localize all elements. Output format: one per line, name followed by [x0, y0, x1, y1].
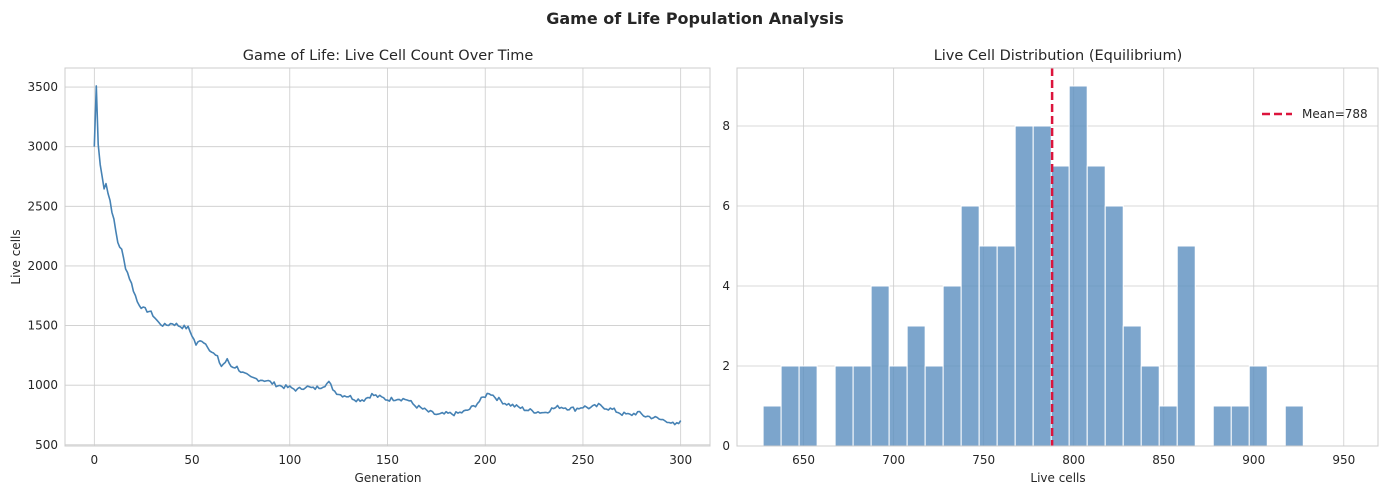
histogram-bar: [1050, 165, 1070, 447]
histogram-bar: [762, 405, 782, 447]
line-chart-xtick-label: 150: [376, 453, 399, 467]
line-chart-xlabel: Generation: [355, 471, 422, 485]
histogram-title: Live Cell Distribution (Equilibrium): [934, 48, 1183, 64]
histogram-bar: [1158, 405, 1178, 447]
live-cells-line: [93, 85, 682, 426]
line-chart-xtick-label: 300: [669, 453, 692, 467]
line-chart-ylabel: Live cells: [9, 229, 23, 284]
line-chart-ytick-label: 2500: [27, 199, 58, 213]
figure-suptitle: Game of Life Population Analysis: [546, 9, 844, 28]
histogram-legend: Mean=788: [1262, 107, 1368, 121]
histogram-xtick-label: 950: [1332, 453, 1355, 467]
histogram-bar: [1014, 125, 1034, 447]
histogram-frame: [736, 67, 1379, 447]
histogram-ytick-label: 6: [722, 199, 730, 213]
histogram-bar: [834, 365, 854, 447]
histogram-bar: [1248, 365, 1268, 447]
histogram-bar: [1086, 165, 1106, 447]
histogram-bar: [780, 365, 800, 447]
line-chart-ytick-label: 2000: [27, 259, 58, 273]
line-chart-ytick-label: 1000: [27, 378, 58, 392]
line-chart-ytick-label: 3500: [27, 80, 58, 94]
histogram-xtick-label: 900: [1242, 453, 1265, 467]
histogram-bar: [924, 365, 944, 447]
histogram-panel: Live Cell Distribution (Equilibrium) 650…: [722, 48, 1379, 485]
histogram-xtick-label: 700: [882, 453, 905, 467]
histogram-bar: [1230, 405, 1250, 447]
line-chart-xtick-label: 50: [184, 453, 199, 467]
histogram-bar: [870, 285, 890, 447]
line-chart-ticks: 0 50 100 150 200 250 300 500 1000 1500 2000 2500 300…: [27, 80, 692, 467]
line-chart-xtick-label: 0: [90, 453, 98, 467]
histogram-ytick-label: 4: [722, 279, 730, 293]
histogram-bar: [852, 365, 872, 447]
line-chart-ytick-label: 500: [35, 438, 58, 452]
histogram-ytick-label: 2: [722, 359, 730, 373]
histogram-bar: [1284, 405, 1304, 447]
histogram-ticks: 650 700 750 800 850 900 950 0 2 4 6 8: [722, 119, 1355, 467]
line-chart-ytick-label: 3000: [27, 140, 58, 154]
histogram-bar: [960, 205, 980, 447]
histogram-xtick-label: 800: [1062, 453, 1085, 467]
histogram-bar: [888, 365, 908, 447]
histogram-ytick-label: 8: [722, 119, 730, 133]
histogram-bar: [1032, 125, 1052, 447]
histogram-bar: [1122, 325, 1142, 447]
histogram-xtick-label: 750: [972, 453, 995, 467]
histogram-bar: [978, 245, 998, 447]
histogram-bar: [996, 245, 1016, 447]
histogram-bar: [1212, 405, 1232, 447]
histogram-bar: [1176, 245, 1196, 447]
histogram-xtick-label: 850: [1152, 453, 1175, 467]
histogram-bar: [1104, 205, 1124, 447]
histogram-bar: [1068, 85, 1088, 447]
line-chart-frame: [64, 67, 711, 447]
histogram-bars: [762, 85, 1304, 447]
histogram-xtick-label: 650: [792, 453, 815, 467]
histogram-bar: [906, 325, 926, 447]
line-chart-xtick-label: 250: [572, 453, 595, 467]
line-chart-xtick-label: 100: [278, 453, 301, 467]
histogram-ytick-label: 0: [722, 439, 730, 453]
legend-mean-label: Mean=788: [1302, 107, 1368, 121]
line-chart-panel: Game of Life: Live Cell Count Over Time …: [9, 48, 711, 485]
histogram-bar: [1140, 365, 1160, 447]
histogram-bar: [798, 365, 818, 447]
line-chart-grid: [65, 68, 710, 446]
histogram-xlabel: Live cells: [1030, 471, 1085, 485]
line-chart-ytick-label: 1500: [27, 319, 58, 333]
line-chart-title: Game of Life: Live Cell Count Over Time: [243, 48, 534, 64]
line-chart-xtick-label: 200: [474, 453, 497, 467]
histogram-bar: [942, 285, 962, 447]
